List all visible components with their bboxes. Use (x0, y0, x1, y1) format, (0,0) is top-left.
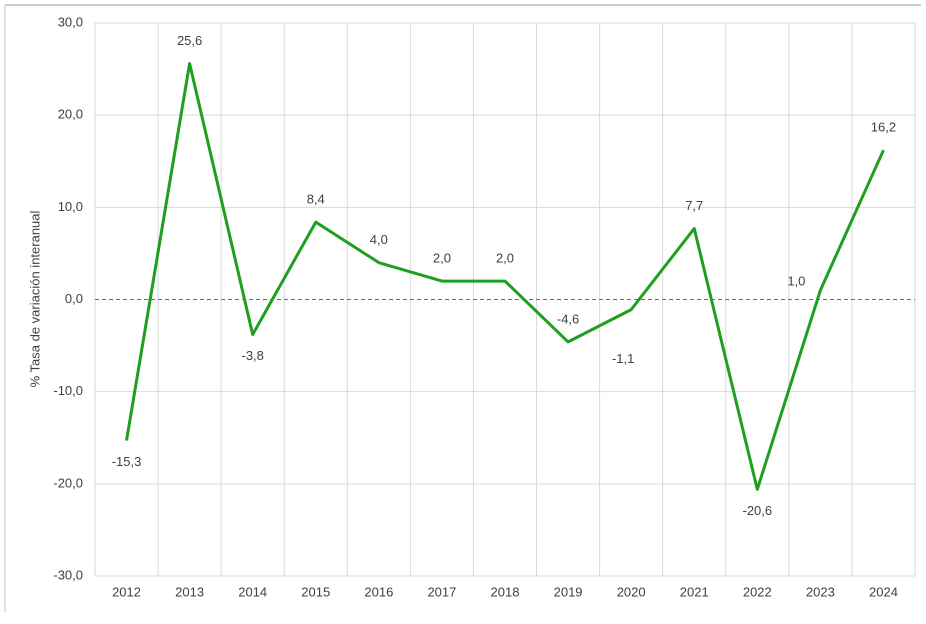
x-tick-label: 2017 (427, 584, 456, 599)
y-tick-label: 30,0 (58, 14, 83, 29)
x-tick-label: 2015 (301, 584, 330, 599)
x-tick-label: 2018 (491, 584, 520, 599)
data-label: -20,6 (742, 503, 772, 518)
data-label: 2,0 (433, 251, 451, 266)
data-label: -1,1 (612, 351, 634, 366)
x-tick-label: 2016 (364, 584, 393, 599)
x-tick-label: 2019 (554, 584, 583, 599)
data-label: 7,7 (685, 198, 703, 213)
data-label: 8,4 (307, 192, 325, 207)
y-tick-label: -20,0 (53, 475, 83, 490)
y-tick-label: -30,0 (53, 567, 83, 582)
data-label: -3,8 (241, 348, 263, 363)
y-tick-label: 0,0 (65, 291, 83, 306)
data-label: 16,2 (871, 120, 896, 135)
x-tick-label: 2013 (175, 584, 204, 599)
x-tick-label: 2022 (743, 584, 772, 599)
data-label: -4,6 (557, 311, 579, 326)
x-tick-label: 2014 (238, 584, 267, 599)
x-tick-label: 2024 (869, 584, 898, 599)
x-tick-label: 2012 (112, 584, 141, 599)
data-label: 1,0 (787, 274, 805, 289)
x-tick-label: 2020 (617, 584, 646, 599)
y-axis-label: % Tasa de variación interanual (27, 210, 42, 387)
y-tick-label: 20,0 (58, 107, 83, 122)
y-tick-label: -10,0 (53, 383, 83, 398)
y-tick-label: 10,0 (58, 199, 83, 214)
line (125, 62, 885, 491)
data-label: -15,3 (112, 454, 142, 469)
data-label: 25,6 (177, 33, 202, 48)
data-label: 2,0 (496, 251, 514, 266)
data-label: 4,0 (370, 232, 388, 247)
x-tick-label: 2021 (680, 584, 709, 599)
x-tick-label: 2023 (806, 584, 835, 599)
